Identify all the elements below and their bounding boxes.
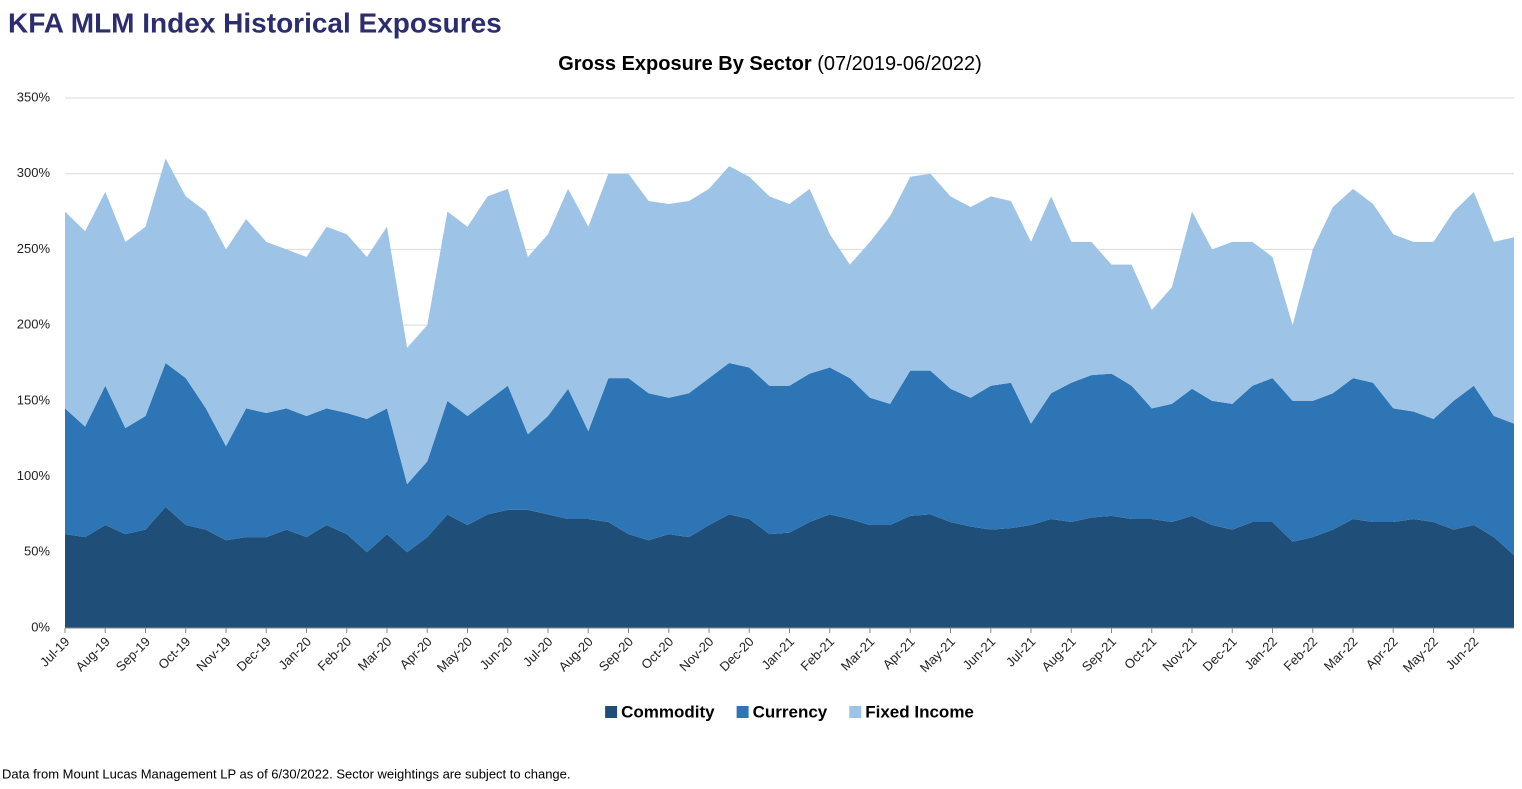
chart-subtitle: Gross Exposure By Sector (07/2019-06/202…	[558, 53, 982, 75]
legend-label: Currency	[753, 702, 828, 721]
x-tick-label: Jul-20	[520, 634, 556, 670]
x-tick-label: Sep-21	[1079, 634, 1119, 674]
x-tick-label: Jan-21	[758, 634, 797, 673]
legend-label: Commodity	[621, 702, 715, 721]
legend-swatch	[736, 706, 749, 718]
x-tick-label: Dec-21	[1200, 634, 1240, 674]
subtitle: Gross Exposure By Sector	[558, 53, 812, 75]
footnote: Data from Mount Lucas Management LP as o…	[2, 766, 571, 781]
x-tick-label: May-20	[434, 634, 475, 675]
x-tick-label: Feb-22	[1281, 634, 1321, 674]
x-tick-label: Aug-21	[1039, 634, 1079, 674]
x-tick-label: Aug-19	[73, 634, 113, 674]
x-tick-label: Oct-21	[1121, 634, 1159, 672]
x-tick-label: Nov-19	[193, 634, 233, 674]
area	[65, 506, 1514, 628]
x-tick-label: Jun-21	[960, 634, 999, 673]
y-tick-label: 200%	[17, 317, 51, 332]
y-tick-label: 50%	[24, 544, 50, 559]
x-tick-label: Jun-22	[1443, 634, 1482, 673]
page-title: KFA MLM Index Historical Exposures	[8, 7, 502, 38]
y-tick-label: 100%	[17, 468, 51, 483]
x-tick-label: Jan-22	[1241, 634, 1280, 673]
x-tick-label: Sep-20	[596, 634, 636, 674]
x-tick-label: Feb-20	[315, 634, 355, 674]
legend-swatch	[605, 706, 618, 718]
area	[65, 158, 1514, 485]
area	[65, 363, 1514, 556]
x-tick-label: May-21	[917, 634, 958, 675]
y-tick-label: 0%	[31, 619, 50, 634]
x-tick-label: Nov-21	[1159, 634, 1199, 674]
x-tick-label: Apr-22	[1363, 634, 1401, 672]
x-tick-label: Jul-19	[37, 634, 73, 670]
y-tick-label: 250%	[17, 241, 51, 256]
x-tick-label: Jul-21	[1003, 634, 1039, 670]
x-tick-label: Oct-20	[638, 634, 676, 672]
x-tick-label: Aug-20	[556, 634, 596, 674]
x-tick-label: Jan-20	[275, 634, 314, 673]
legend-swatch	[849, 706, 862, 718]
x-tick-label: Mar-21	[838, 634, 878, 674]
x-tick-label: Mar-22	[1321, 634, 1361, 674]
y-tick-label: 350%	[17, 89, 51, 104]
legend: Commodity Currency Fixed Income	[605, 702, 974, 721]
legend-label: Fixed Income	[865, 702, 974, 721]
y-tick-label: 300%	[17, 165, 51, 180]
x-tick-label: Apr-20	[397, 634, 435, 672]
x-tick-label: Nov-20	[676, 634, 716, 674]
x-tick-label: Dec-19	[234, 634, 274, 674]
y-tick-label: 150%	[17, 392, 51, 407]
x-tick-label: Apr-21	[880, 634, 918, 672]
x-tick-label: Feb-21	[798, 634, 838, 674]
x-tick-label: Dec-20	[717, 634, 757, 674]
x-tick-label: Mar-20	[355, 634, 395, 674]
x-tick-label: May-22	[1400, 634, 1441, 675]
x-tick-label: Oct-19	[155, 634, 193, 672]
x-tick-label: Sep-19	[113, 634, 153, 674]
x-tick-label: Jun-20	[477, 634, 516, 673]
subtitle-note: (07/2019-06/2022)	[817, 53, 982, 75]
